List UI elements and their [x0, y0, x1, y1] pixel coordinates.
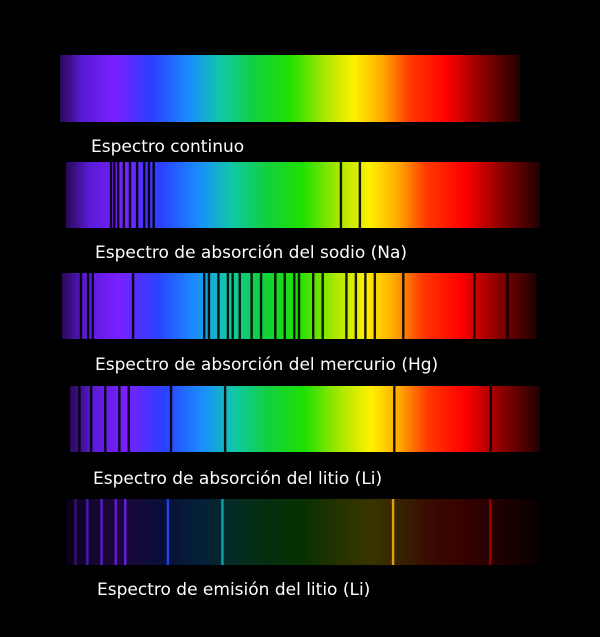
absorption-line — [127, 386, 130, 452]
spectrum-gradient — [60, 55, 520, 122]
absorption-line — [152, 162, 155, 228]
emission-line — [86, 499, 89, 565]
absorption-line — [312, 273, 315, 339]
absorption-line — [358, 162, 362, 228]
spectrum-gradient — [70, 386, 540, 452]
absorption-line — [226, 273, 230, 339]
absorption-line — [86, 273, 90, 339]
absorption-line — [135, 162, 139, 228]
absorption-line — [506, 273, 509, 339]
absorption-line — [259, 273, 263, 339]
absorption-line — [473, 273, 476, 339]
absorption-line — [321, 273, 324, 339]
absorption-line — [109, 162, 113, 228]
absorption-line — [207, 273, 211, 339]
absorption-line — [118, 386, 121, 452]
spectrum-svg — [70, 386, 540, 452]
lithium-absorption-spectrum — [70, 386, 540, 452]
absorption-line — [89, 386, 93, 452]
absorption-line — [393, 386, 396, 452]
mercury-absorption-spectrum — [62, 273, 536, 339]
absorption-line — [122, 162, 126, 228]
emission-line — [100, 499, 103, 565]
absorption-line — [293, 273, 296, 339]
emission-line — [166, 499, 170, 565]
spectrum-svg — [60, 55, 520, 122]
absorption-line — [274, 273, 277, 339]
emission-line — [489, 499, 492, 565]
absorption-line — [231, 273, 234, 339]
label-lithium-emission: Espectro de emisión del litio (Li) — [97, 580, 371, 600]
absorption-line — [79, 273, 83, 339]
absorption-line — [203, 273, 206, 339]
absorption-line — [489, 386, 492, 452]
absorption-line — [91, 273, 95, 339]
absorption-line — [147, 162, 151, 228]
label-lithium-absorption: Espectro de absorción del litio (Li) — [93, 469, 383, 489]
absorption-line — [238, 273, 241, 339]
absorption-line — [283, 273, 286, 339]
absorption-line — [169, 386, 173, 452]
label-sodium-absorption: Espectro de absorción del sodio (Na) — [95, 243, 408, 263]
emission-line — [114, 499, 117, 565]
absorption-line — [116, 162, 120, 228]
absorption-line — [250, 273, 253, 339]
emission-line — [221, 499, 224, 565]
absorption-line — [143, 162, 146, 228]
spectrum-svg — [66, 162, 540, 228]
absorption-line — [131, 273, 135, 339]
lithium-emission-spectrum — [66, 499, 540, 565]
emission-line — [124, 499, 127, 565]
label-continuous-spectrum: Espectro continuo — [91, 137, 245, 157]
absorption-line — [113, 162, 116, 228]
absorption-line — [104, 386, 107, 452]
absorption-line — [339, 162, 343, 228]
absorption-line — [364, 273, 367, 339]
sodium-absorption-spectrum — [66, 162, 540, 228]
emission-line — [74, 499, 77, 565]
absorption-line — [345, 273, 348, 339]
continuous-spectrum — [60, 55, 520, 122]
absorption-line — [297, 273, 301, 339]
absorption-line — [402, 273, 405, 339]
emission-line — [391, 499, 395, 565]
spectrum-svg — [66, 499, 540, 565]
absorption-line — [78, 386, 81, 452]
spectrum-svg — [62, 273, 536, 339]
label-mercury-absorption: Espectro de absorción del mercurio (Hg) — [95, 355, 439, 375]
absorption-line — [217, 273, 220, 339]
absorption-line — [354, 273, 358, 339]
absorption-line — [223, 386, 227, 452]
emission-dark-overlay — [66, 499, 540, 565]
absorption-line — [128, 162, 132, 228]
absorption-line — [373, 273, 377, 339]
